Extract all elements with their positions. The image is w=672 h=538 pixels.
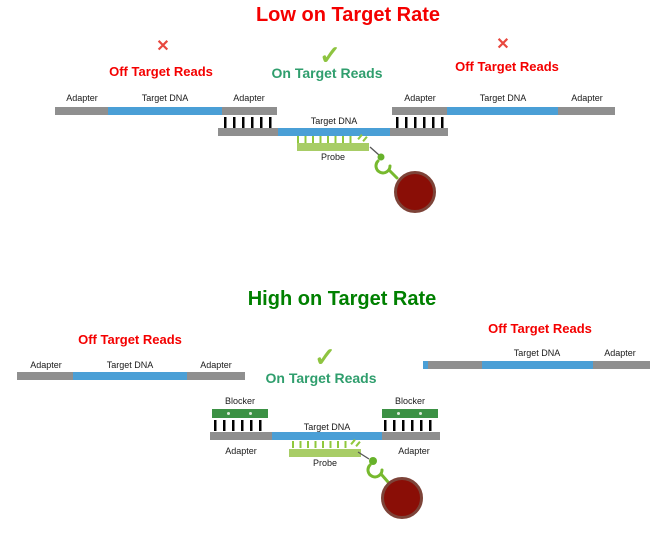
adapter-bar xyxy=(593,361,650,369)
probe-bar xyxy=(289,449,361,457)
target-dna-label: Target DNA xyxy=(310,116,358,126)
check-icon: ✓ xyxy=(314,342,336,372)
probe-label: Probe xyxy=(320,152,346,162)
blocker-dot xyxy=(227,412,230,415)
streptavidin-hook xyxy=(366,463,384,479)
blocker-dot xyxy=(419,412,422,415)
streptavidin-hook xyxy=(374,159,392,175)
adapter-bar xyxy=(558,107,615,115)
probe-label: Probe xyxy=(312,458,338,468)
hybridization-lines xyxy=(396,117,444,128)
biotin-linker-line xyxy=(357,451,370,460)
adapter-label: Adapter xyxy=(225,446,257,456)
high-on-target-title: High on Target Rate xyxy=(247,288,437,310)
target-dna-bar xyxy=(108,107,222,115)
target-dna-label: Target DNA xyxy=(106,360,154,370)
off-target-reads-label: Off Target Reads xyxy=(455,59,559,74)
adapter-label: Adapter xyxy=(200,360,232,370)
probe-hybridization-ticks xyxy=(297,136,357,143)
streptavidin-bead-graphic xyxy=(357,451,423,519)
target-dna-bar xyxy=(447,107,558,115)
blocker-label: Blocker xyxy=(394,396,426,406)
target-dna-label: Target DNA xyxy=(141,93,189,103)
hybridization-lines xyxy=(384,420,434,431)
adapter-bar xyxy=(428,361,482,369)
probe-hybridization-ticks xyxy=(292,441,350,448)
probe-bar xyxy=(297,143,369,151)
adapter-bar xyxy=(55,107,108,115)
adapter-label: Adapter xyxy=(30,360,62,370)
adapter-bar xyxy=(222,107,277,115)
adapter-label: Adapter xyxy=(604,348,636,358)
blocker-dot xyxy=(249,412,252,415)
blocker-bar xyxy=(212,409,268,418)
cross-icon: ✕ xyxy=(156,38,170,55)
hook-stem xyxy=(387,168,399,180)
target-dna-bar xyxy=(423,361,429,369)
adapter-label: Adapter xyxy=(66,93,98,103)
adapter-bar xyxy=(187,372,245,380)
adapter-bar xyxy=(218,128,278,136)
target-dna-label: Target DNA xyxy=(479,93,527,103)
target-dna-label: Target DNA xyxy=(303,422,351,432)
adapter-label: Adapter xyxy=(398,446,430,456)
low-on-target-title: Low on Target Rate xyxy=(255,4,441,26)
target-dna-bar xyxy=(73,372,187,380)
adapter-bar xyxy=(17,372,73,380)
cross-icon: ✕ xyxy=(496,36,510,53)
off-target-reads-label: Off Target Reads xyxy=(109,64,213,79)
hook-stem xyxy=(379,472,390,484)
target-dna-bar xyxy=(272,432,382,440)
adapter-bar xyxy=(390,128,448,136)
adapter-bar xyxy=(210,432,272,440)
adapter-label: Adapter xyxy=(233,93,265,103)
adapter-bar xyxy=(382,432,440,440)
check-icon: ✓ xyxy=(319,40,341,70)
adapter-label: Adapter xyxy=(571,93,603,103)
biotin-dot xyxy=(369,457,377,465)
hybridization-lines xyxy=(224,117,272,128)
adapter-label: Adapter xyxy=(404,93,436,103)
magnetic-bead xyxy=(394,171,436,213)
biotin-dot xyxy=(377,153,385,161)
biotin-linker-line xyxy=(369,146,380,156)
blocker-dot xyxy=(397,412,400,415)
blocker-bar xyxy=(382,409,438,418)
magnetic-bead xyxy=(381,477,423,519)
on-target-reads-label: On Target Reads xyxy=(271,65,383,81)
adapter-bar xyxy=(392,107,447,115)
off-target-reads-label: Off Target Reads xyxy=(488,321,592,336)
blocker-label: Blocker xyxy=(224,396,256,406)
streptavidin-bead-graphic xyxy=(369,146,436,213)
off-target-reads-label: Off Target Reads xyxy=(78,332,182,347)
on-target-reads-label: On Target Reads xyxy=(265,370,377,386)
target-dna-bar xyxy=(482,361,593,369)
target-dna-bar xyxy=(278,128,390,136)
target-dna-label: Target DNA xyxy=(513,348,561,358)
hybridization-lines xyxy=(214,420,264,431)
